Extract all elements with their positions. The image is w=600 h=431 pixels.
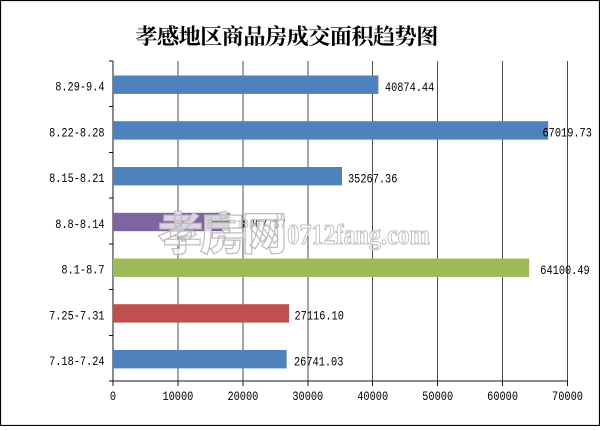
svg-text:26741.03: 26741.03 — [294, 354, 343, 369]
svg-text:64100.49: 64100.49 — [540, 263, 589, 278]
svg-text:67019.73: 67019.73 — [543, 126, 592, 141]
svg-text:40874.44: 40874.44 — [385, 80, 435, 95]
svg-text:50000: 50000 — [422, 389, 453, 404]
svg-text:0: 0 — [110, 389, 116, 404]
svg-text:10000: 10000 — [162, 389, 193, 404]
svg-text:8.1-8.7: 8.1-8.7 — [61, 263, 104, 278]
svg-text:8.22-8.28: 8.22-8.28 — [49, 125, 105, 140]
svg-text:8.29-9.4: 8.29-9.4 — [55, 80, 105, 95]
svg-text:27116.10: 27116.10 — [295, 309, 344, 324]
svg-text:7.18-7.24: 7.18-7.24 — [49, 354, 105, 369]
svg-text:20000: 20000 — [227, 389, 258, 404]
svg-text:60000: 60000 — [487, 389, 518, 404]
svg-text:70000: 70000 — [552, 389, 583, 404]
svg-text:0712fang.com: 0712fang.com — [287, 219, 430, 251]
svg-text:8.8-8.14: 8.8-8.14 — [55, 217, 105, 232]
svg-text:40000: 40000 — [357, 389, 388, 404]
svg-text:35267.36: 35267.36 — [348, 171, 397, 186]
svg-text:30000: 30000 — [292, 389, 323, 404]
svg-text:7.25-7.31: 7.25-7.31 — [49, 308, 105, 323]
svg-text:8.15-8.21: 8.15-8.21 — [49, 171, 105, 186]
